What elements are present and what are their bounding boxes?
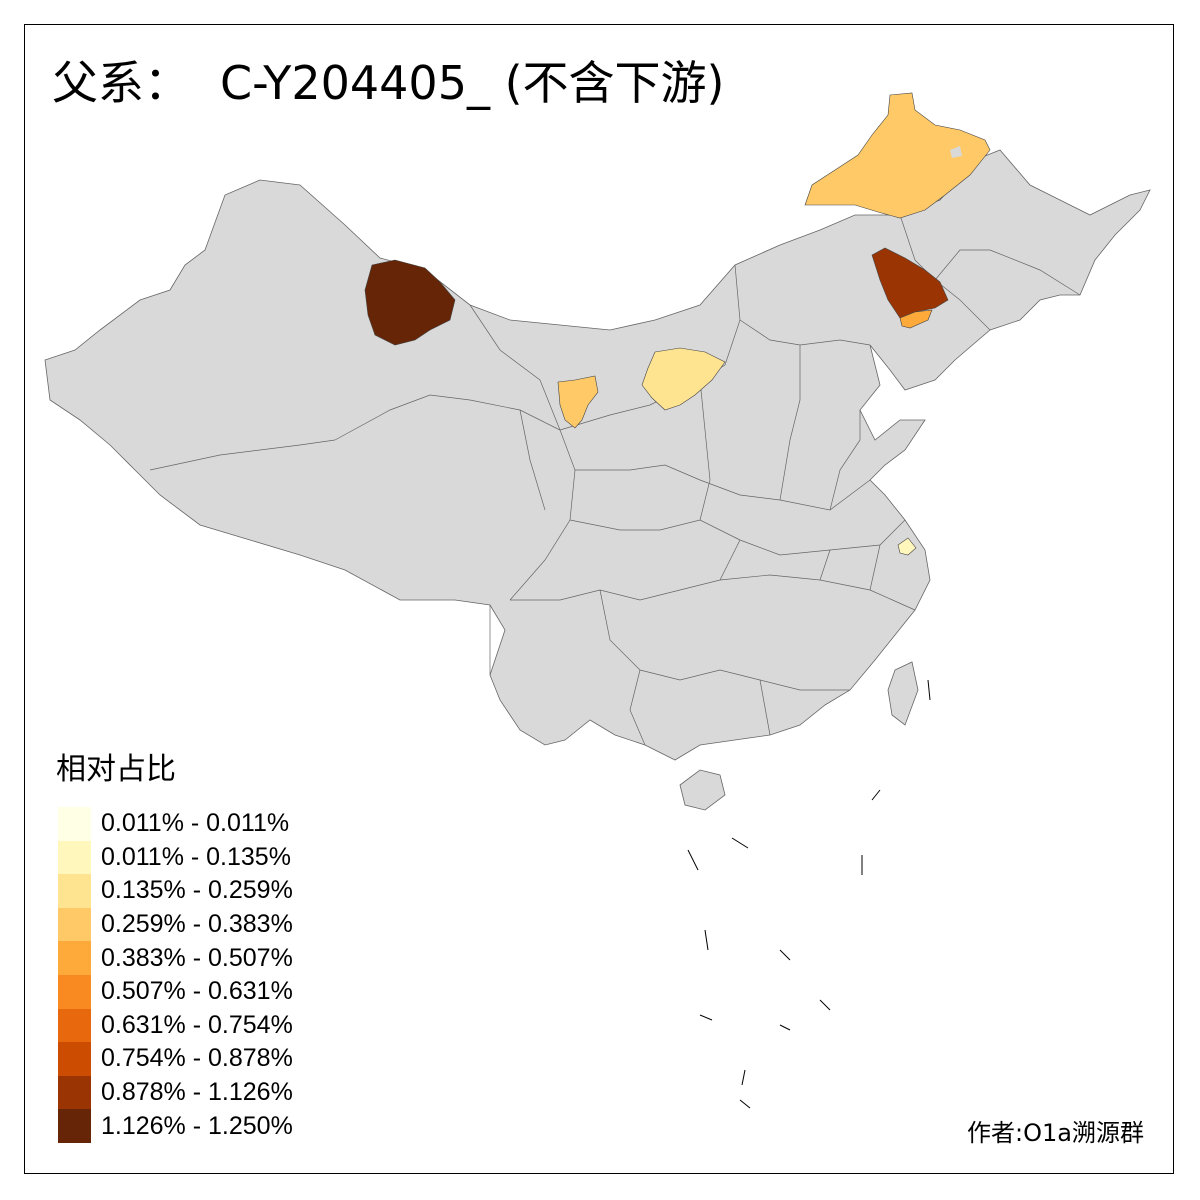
legend-swatch <box>58 907 91 942</box>
hainan-island <box>679 769 726 811</box>
legend-label: 0.754% - 0.878% <box>101 1044 293 1073</box>
legend-label: 0.259% - 0.383% <box>101 910 293 939</box>
legend-item: 0.383% - 0.507% <box>58 941 293 975</box>
legend-item: 0.011% - 0.135% <box>58 840 293 875</box>
south-sea-islands <box>687 679 931 1109</box>
region-northern-liaoning <box>871 247 949 319</box>
china-landmass <box>44 149 1151 761</box>
legend-swatch <box>58 807 91 841</box>
legend-swatch <box>58 874 91 908</box>
province-borders <box>149 214 1081 746</box>
title-haplogroup: C-Y204405_ (不含下游) <box>220 56 725 110</box>
legend-swatch <box>58 1042 91 1076</box>
legend-label: 0.011% - 0.011% <box>101 809 290 838</box>
legend-swatch <box>58 941 91 975</box>
legend-item: 1.126% - 1.250% <box>58 1109 293 1143</box>
legend-label: 1.126% - 1.250% <box>101 1111 293 1140</box>
map-title: 父系： C-Y204405_ (不含下游) <box>52 60 724 106</box>
legend-title: 相对占比 <box>56 752 176 787</box>
title-prefix: 父系： <box>52 56 190 110</box>
legend-label: 0.011% - 0.135% <box>101 842 291 871</box>
region-liaoning-small <box>899 309 933 329</box>
legend-label: 0.631% - 0.754% <box>101 1010 293 1039</box>
region-gansu-hexi <box>557 375 599 429</box>
region-north-xinjiang <box>364 259 456 346</box>
legend-label: 0.383% - 0.507% <box>101 943 293 972</box>
legend-item: 0.631% - 0.754% <box>58 1008 293 1043</box>
region-ordos <box>641 347 726 411</box>
legend-swatch <box>58 1008 91 1043</box>
legend-item: 0.754% - 0.878% <box>58 1042 293 1076</box>
author-credit: 作者:O1a溯源群 <box>967 1119 1144 1147</box>
legend-swatch <box>58 1109 91 1143</box>
legend-item: 0.507% - 0.631% <box>58 974 293 1009</box>
region-hulunbuir-lake <box>950 146 962 158</box>
legend: 0.011% - 0.011% 0.011% - 0.135% 0.135% - 0… <box>58 807 293 1143</box>
legend-item: 0.135% - 0.259% <box>58 874 293 908</box>
legend-label: 0.507% - 0.631% <box>101 977 293 1006</box>
legend-item: 0.259% - 0.383% <box>58 907 293 942</box>
legend-swatch <box>58 1075 91 1110</box>
legend-swatch <box>58 840 91 875</box>
region-zhejiang-coast <box>897 537 917 556</box>
legend-swatch <box>58 974 91 1009</box>
legend-item: 0.011% - 0.011% <box>58 807 293 841</box>
region-hulunbuir <box>804 92 991 219</box>
legend-label: 0.878% - 1.126% <box>101 1078 293 1107</box>
taiwan-island <box>887 661 919 726</box>
legend-label: 0.135% - 0.259% <box>101 876 293 905</box>
legend-item: 0.878% - 1.126% <box>58 1075 293 1110</box>
